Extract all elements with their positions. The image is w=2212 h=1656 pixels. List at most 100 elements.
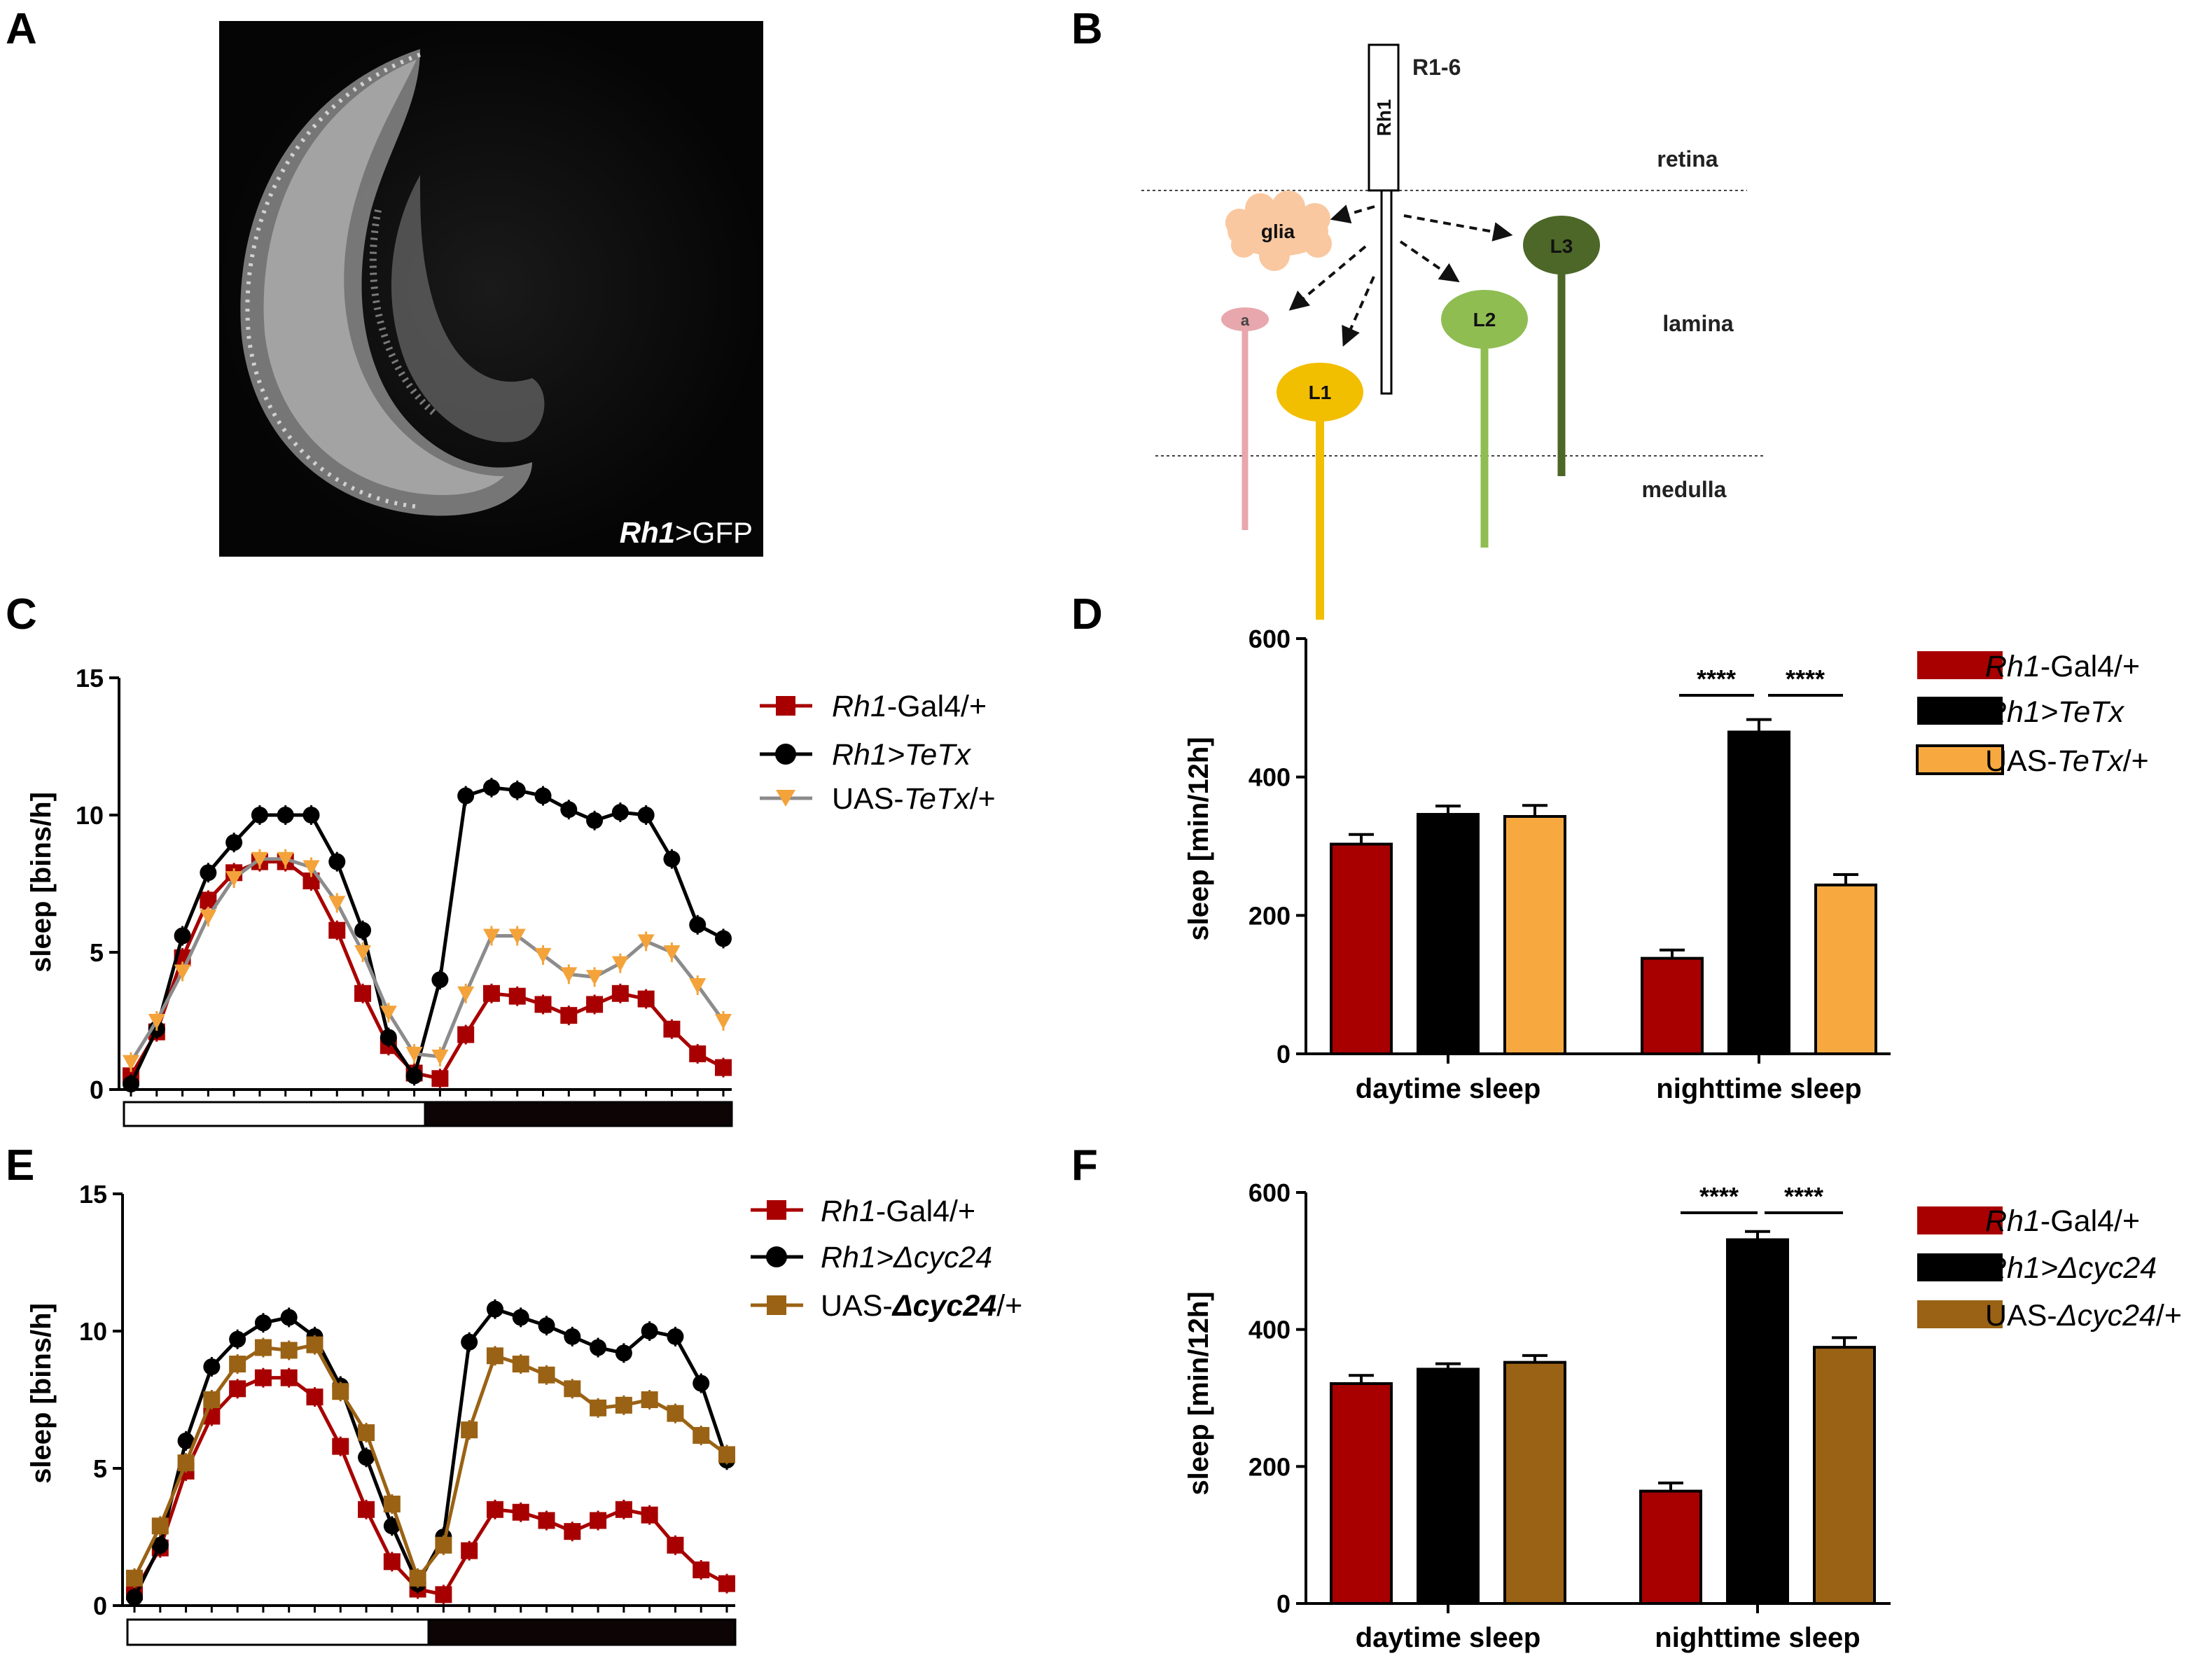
data-point [177, 1454, 195, 1472]
y-tick-label: 0 [90, 1076, 104, 1104]
bar [1639, 1489, 1702, 1605]
legend-label: UAS-Δcyc24/+ [821, 1289, 1022, 1323]
data-point [151, 1517, 169, 1535]
panel-label-b: B [1071, 5, 1103, 53]
y-axis-label: sleep [min/12h] [1183, 1291, 1214, 1495]
data-point [508, 928, 526, 945]
data-point [611, 804, 629, 821]
data-point [380, 1029, 397, 1046]
data-point [383, 1495, 401, 1512]
legend-item-rh1-dcyc24: Rh1>Δcyc24 [751, 1241, 992, 1274]
legend-item-rh1-gal4: Rh1-Gal4/+ [1917, 650, 2140, 683]
series-line [132, 1307, 729, 1599]
legend-item-rh1-tetx: Rh1>TeTx [1917, 695, 2124, 729]
rh1-label: Rh1 [1373, 99, 1395, 137]
y-tick-label: 400 [1248, 1316, 1291, 1344]
data-point [380, 1006, 397, 1022]
y-tick-label: 15 [76, 664, 104, 693]
data-point [328, 896, 346, 912]
dark-phase-bar: dark [424, 1101, 733, 1127]
data-point [177, 1432, 195, 1449]
legend-label: UAS-Δcyc24/+ [1985, 1299, 2182, 1333]
bar-group-1-series-2 [1814, 873, 1877, 1056]
data-point [482, 779, 500, 796]
axes: 0 5 10 15 [76, 664, 732, 1104]
legend-swatch [1917, 1300, 2003, 1328]
legend-item-rh1-tetx: Rh1>TeTx [760, 738, 971, 772]
y-tick-label: 600 [1248, 625, 1291, 653]
data-point [590, 1512, 607, 1529]
panel-label-c: C [6, 590, 37, 639]
bar-group-1-series-2 [1813, 1336, 1876, 1606]
legend: Rh1-Gal4/+ Rh1>TeTx UAS-TeTx/+ [760, 690, 996, 816]
significance-bracket-1: **** [1679, 665, 1754, 697]
data-point [718, 1446, 735, 1463]
legend-marker [766, 1246, 787, 1267]
data-point [354, 945, 372, 961]
arrow-to-l3 [1403, 214, 1513, 242]
data-point [611, 984, 629, 1002]
data-point [663, 945, 681, 961]
data-point [123, 1055, 139, 1071]
legend-swatch [1917, 1253, 2003, 1281]
data-point [667, 1536, 684, 1554]
data-point [486, 1300, 503, 1318]
legend-item-uas-tetx: UAS-TeTx/+ [1916, 744, 2149, 778]
data-point [663, 1020, 681, 1038]
data-point [200, 864, 217, 882]
data-point [435, 1586, 452, 1603]
data-point [148, 1014, 165, 1029]
legend-swatch [1917, 1206, 2003, 1234]
data-point [482, 984, 500, 1002]
bar [1417, 813, 1480, 1055]
panel-label-f: F [1071, 1141, 1098, 1190]
data-point [203, 1391, 221, 1408]
panel-label-d: D [1071, 590, 1103, 639]
micrograph-panel: Rh1>GFP [219, 21, 763, 557]
significance-label: **** [1786, 665, 1825, 693]
data-point [251, 851, 268, 868]
bar [1813, 1346, 1876, 1606]
category-label-nighttime: nighttime sleep [1656, 1073, 1861, 1104]
data-point [667, 1405, 684, 1422]
data-point [200, 910, 217, 926]
panel-label-e: E [6, 1141, 34, 1190]
legend-item-uas-dcyc24: UAS-Δcyc24/+ [751, 1289, 1022, 1323]
bar-group-1-series-0 [1639, 1481, 1702, 1605]
data-point [328, 921, 346, 939]
panel-label-a: A [6, 5, 37, 53]
data-point [586, 970, 604, 986]
bar-group-0-series-0 [1330, 833, 1393, 1056]
data-point [431, 1070, 449, 1087]
data-point [715, 930, 732, 947]
data-point [151, 1536, 169, 1554]
legend-label: Rh1-Gal4/+ [1985, 1204, 2140, 1238]
data-point [254, 1369, 272, 1386]
legend: Rh1-Gal4/+ Rh1>TeTx UAS-TeTx/+ [1916, 650, 2149, 778]
y-tick-label: 0 [93, 1592, 107, 1620]
significance-bracket-2: **** [1765, 1182, 1843, 1214]
bar-group-0-series-0 [1330, 1374, 1393, 1605]
l3-neuron: L3 [1523, 216, 1600, 476]
legend-label: UAS-TeTx/+ [832, 782, 996, 816]
y-axis-label: sleep [bins/h] [26, 792, 57, 973]
data-point [508, 987, 526, 1005]
legend-item-rh1-gal4: Rh1-Gal4/+ [760, 690, 987, 723]
legend-marker [776, 790, 795, 807]
data-point [457, 986, 475, 1002]
data-point [718, 1575, 735, 1592]
bar [1641, 956, 1704, 1055]
micrograph-label: Rh1>GFP [620, 516, 753, 549]
l2-label: L2 [1473, 309, 1496, 330]
legend-label: Rh1>TeTx [1985, 695, 2124, 729]
significance-bracket-2: **** [1768, 665, 1843, 697]
circuit-diagram: retina lamina medulla Rh1 R1-6 glia a [1141, 43, 1765, 620]
data-point [564, 1328, 581, 1345]
significance-label: **** [1697, 665, 1736, 693]
data-point [564, 1380, 581, 1398]
data-point [435, 1536, 452, 1554]
significance-label: **** [1699, 1182, 1739, 1211]
y-tick-label: 10 [79, 1317, 107, 1346]
significance-bracket-1: **** [1681, 1182, 1758, 1214]
y-tick-label: 200 [1248, 901, 1291, 930]
